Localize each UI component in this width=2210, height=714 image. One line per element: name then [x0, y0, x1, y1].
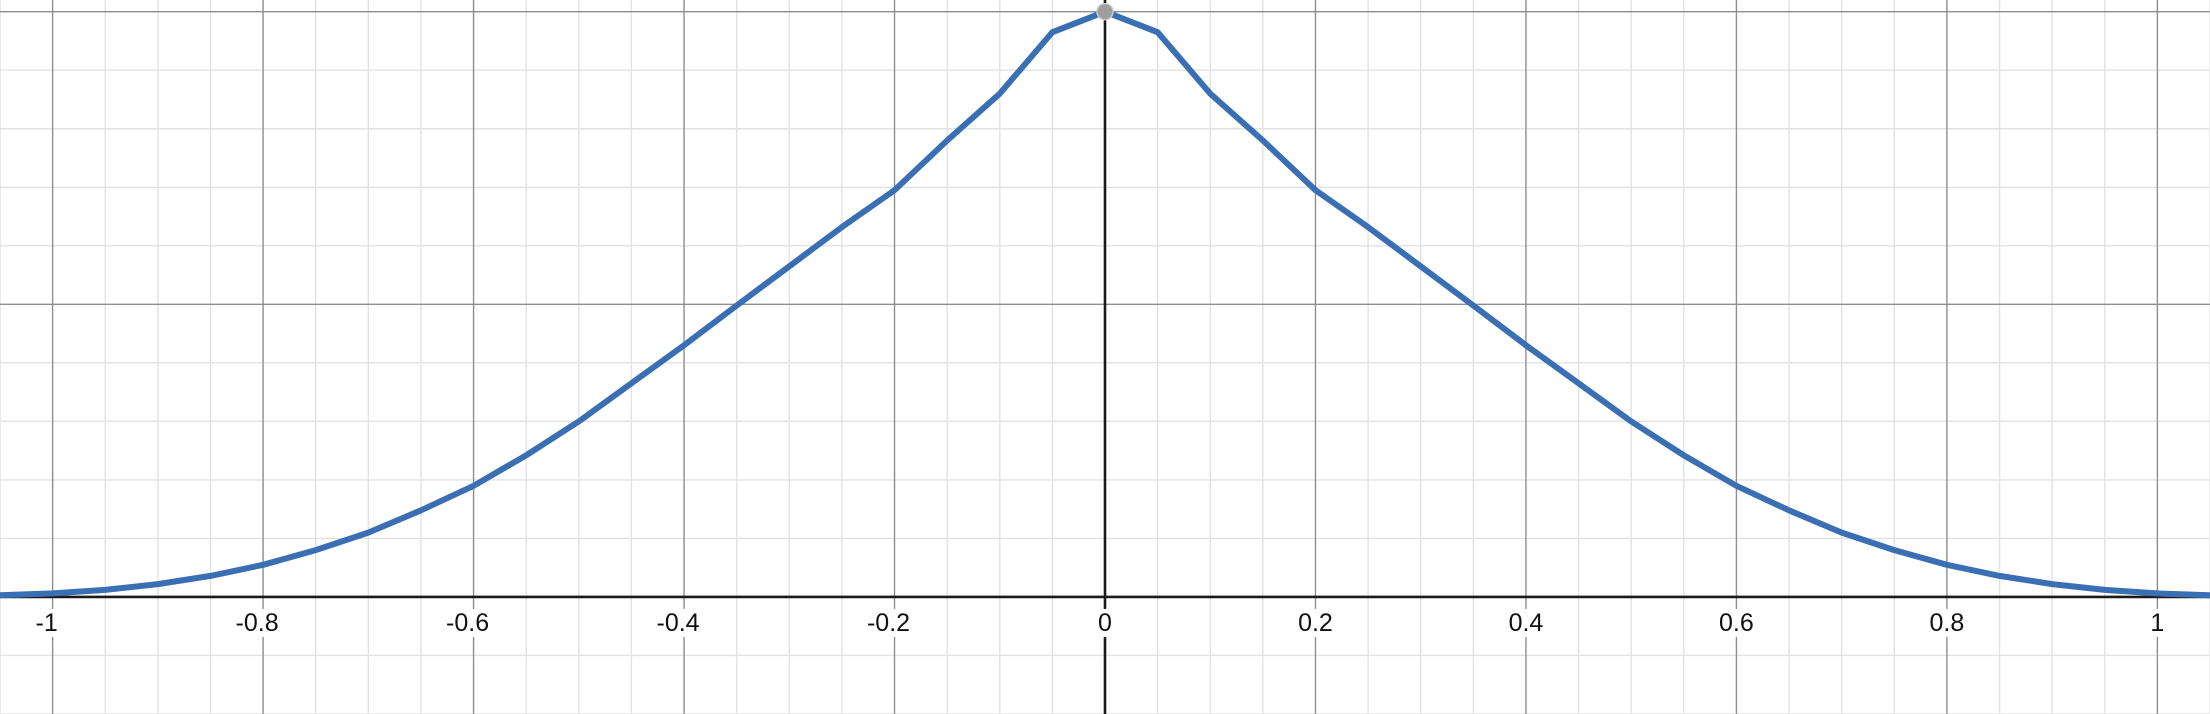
tick-label-background: [1292, 608, 1338, 637]
x-tick-label: -1: [36, 609, 58, 637]
tick-label-background: [649, 608, 708, 637]
x-tick-label: -0.2: [867, 609, 910, 637]
points-group[interactable]: [1096, 2, 1114, 21]
x-tick-label: 0.2: [1298, 609, 1333, 637]
tick-label-background: [438, 608, 497, 637]
tick-label-background: [228, 608, 287, 637]
tick-label-background: [30, 608, 63, 637]
tick-label-background: [1713, 608, 1759, 637]
tick-label-background: [1095, 608, 1115, 637]
x-tick-label: 0.8: [1930, 609, 1965, 637]
x-tick-labels: -1 -0.8 -0.6 -0.4 -0.2 0 0.2 0.4 0.6 0.8 1: [30, 608, 2167, 637]
tick-label-background: [1924, 608, 1970, 637]
x-tick-label: -0.4: [657, 609, 700, 637]
tick-label-background: [2147, 608, 2167, 637]
x-tick-label: 0.6: [1719, 609, 1754, 637]
x-tick-label: 0.4: [1509, 609, 1544, 637]
tick-label-background: [859, 608, 918, 637]
x-tick-label: 0: [1098, 609, 1112, 637]
tick-label-background: [1503, 608, 1549, 637]
x-tick-label: -0.6: [446, 609, 489, 637]
peak-point[interactable]: [1096, 2, 1114, 21]
x-tick-label: 1: [2150, 609, 2164, 637]
x-tick-label: -0.8: [236, 609, 279, 637]
